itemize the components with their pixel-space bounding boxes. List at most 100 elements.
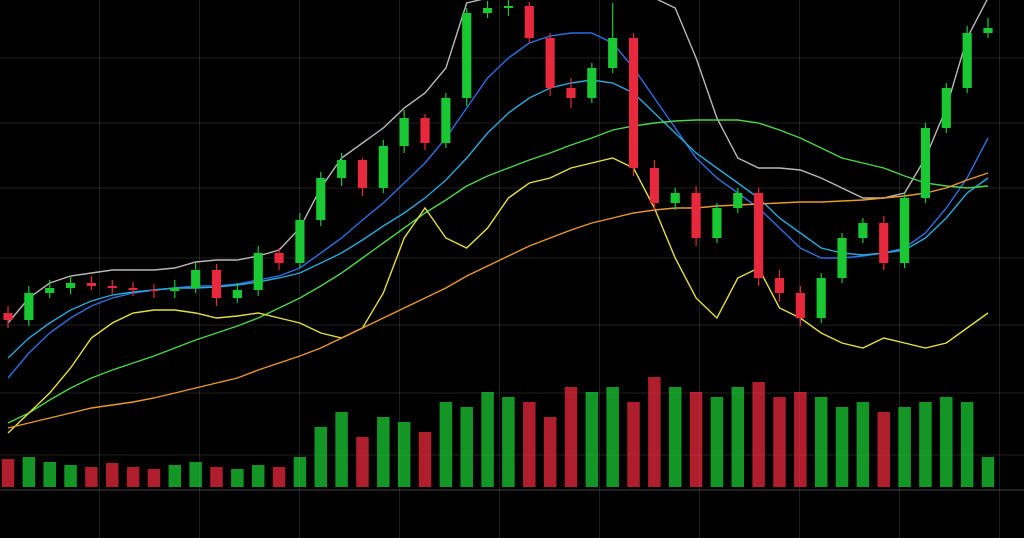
- candle-body: [962, 33, 972, 88]
- candle-body: [107, 286, 117, 288]
- volume-bar: [293, 457, 307, 487]
- candle-body: [191, 270, 201, 288]
- candle-body: [649, 168, 659, 203]
- candle-body: [941, 88, 951, 128]
- volume-bar: [877, 412, 890, 487]
- candle-body: [211, 270, 222, 298]
- volume-bar: [648, 377, 661, 487]
- volume-bar: [231, 469, 244, 487]
- volume-bar: [543, 417, 557, 487]
- candle-body: [879, 223, 889, 263]
- volume-bar: [460, 407, 473, 487]
- volume-bar: [397, 422, 411, 487]
- volume-bar: [919, 402, 932, 487]
- volume-bar: [418, 432, 432, 487]
- volume-bar: [814, 397, 828, 487]
- candle-body: [628, 38, 639, 168]
- candle-body: [337, 160, 347, 178]
- candle-body: [232, 290, 242, 298]
- volume-bar: [585, 392, 599, 487]
- volume-bar: [43, 462, 56, 487]
- volume-bar: [981, 457, 995, 487]
- moving-average-line: [7, 157, 989, 434]
- volume-bar: [606, 387, 619, 487]
- volume-bar: [64, 465, 77, 487]
- volume-bar: [773, 397, 786, 487]
- volume-bar: [22, 457, 36, 487]
- volume-bar: [210, 467, 223, 487]
- candle-body: [733, 193, 743, 208]
- volume-bar: [794, 392, 807, 487]
- candle-body: [691, 193, 701, 238]
- candle-body: [357, 160, 368, 188]
- volume-bar: [85, 467, 98, 487]
- volume-bar: [752, 382, 765, 487]
- moving-average-line: [7, 0, 988, 324]
- candle-body: [462, 13, 472, 98]
- candle-body: [816, 278, 826, 318]
- candle-body: [795, 293, 805, 318]
- candle-body: [670, 193, 680, 203]
- candle-body: [858, 223, 868, 238]
- volume-bar: [481, 392, 494, 487]
- candle-body: [774, 278, 785, 293]
- candle-body: [295, 220, 305, 263]
- candle-body: [128, 288, 138, 290]
- volume-bar: [335, 412, 348, 487]
- candle-body: [441, 98, 451, 143]
- volume-bar: [564, 387, 578, 487]
- volume-bar: [627, 402, 640, 487]
- volume-bar: [147, 469, 161, 487]
- volume-bar: [1, 459, 15, 487]
- volume-bar: [377, 417, 390, 487]
- volume-bar: [856, 402, 870, 487]
- candle-body: [399, 118, 409, 146]
- candle-body: [378, 146, 388, 188]
- candle-body: [3, 313, 13, 320]
- candle-body: [712, 208, 722, 238]
- volume-bar: [940, 397, 953, 487]
- moving-average-line: [7, 119, 989, 424]
- volume-bar: [251, 465, 265, 487]
- volume-bar: [272, 467, 286, 487]
- volume-bar: [439, 402, 453, 487]
- candle-body: [170, 288, 180, 291]
- candle-body: [837, 238, 847, 278]
- candle-body: [274, 253, 284, 263]
- candle-body: [24, 293, 34, 320]
- candle-body: [316, 178, 326, 220]
- candle-body: [983, 28, 993, 33]
- volume-bar: [189, 462, 202, 487]
- candle-body: [420, 118, 430, 143]
- candle-body: [545, 38, 555, 88]
- candle-body: [253, 253, 263, 290]
- candle-body: [587, 68, 597, 98]
- volume-bar: [314, 427, 328, 487]
- volume-bar: [668, 387, 682, 487]
- volume-bar: [731, 387, 745, 487]
- candle-body: [86, 283, 96, 286]
- volume-bar: [168, 465, 182, 487]
- volume-bar: [689, 392, 703, 487]
- volume-bar: [835, 407, 849, 487]
- candle-body: [608, 38, 618, 68]
- candle-body: [482, 8, 493, 13]
- volume-bar: [502, 397, 515, 487]
- candle-body: [920, 128, 931, 198]
- volume-bar: [523, 402, 536, 487]
- candle-body: [566, 88, 576, 98]
- moving-average-line: [7, 32, 989, 379]
- candle-body: [149, 290, 159, 291]
- candle-body: [65, 283, 76, 288]
- candle-body: [45, 288, 55, 293]
- volume-bar: [106, 463, 119, 487]
- volume-bar: [960, 402, 974, 487]
- candle-body: [900, 198, 910, 263]
- moving-average-line: [7, 79, 989, 359]
- candle-body: [524, 6, 534, 38]
- volume-bar: [898, 407, 911, 487]
- volume-bar: [710, 397, 724, 487]
- moving-average-line: [7, 172, 989, 429]
